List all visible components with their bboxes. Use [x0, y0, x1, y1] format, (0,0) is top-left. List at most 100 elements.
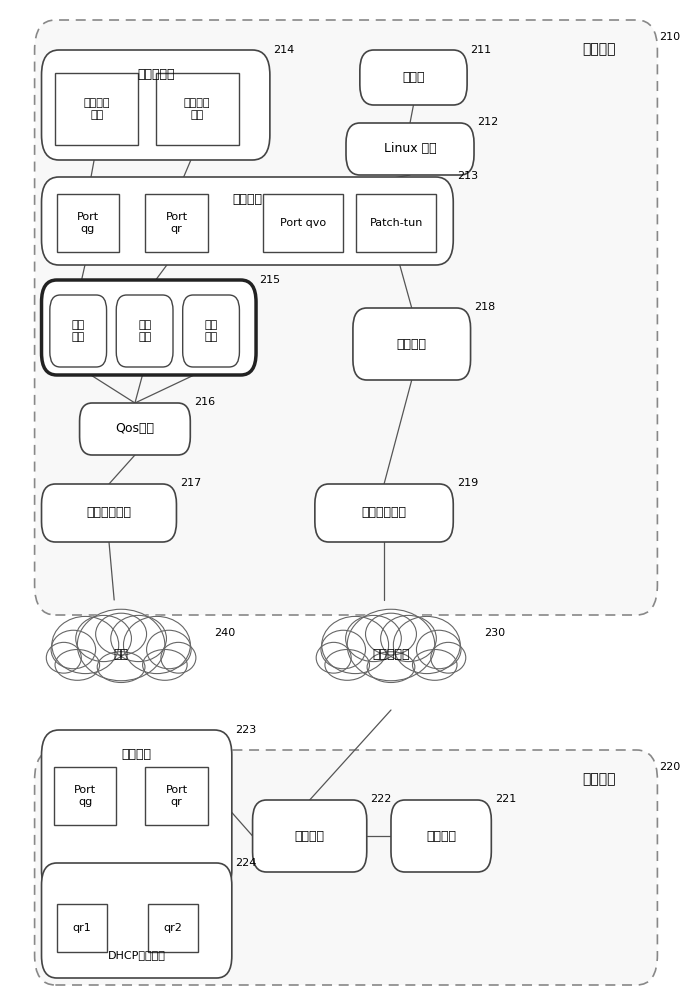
- Text: 210: 210: [659, 32, 680, 42]
- Text: 外网
网桥: 外网 网桥: [204, 320, 218, 342]
- Ellipse shape: [46, 642, 81, 673]
- FancyBboxPatch shape: [315, 484, 453, 542]
- Ellipse shape: [367, 652, 415, 682]
- Ellipse shape: [321, 630, 365, 669]
- Text: 隧道网桥: 隧道网桥: [295, 830, 325, 842]
- Ellipse shape: [55, 650, 100, 680]
- Ellipse shape: [97, 652, 145, 682]
- Text: DHCP命名空间: DHCP命名空间: [108, 950, 165, 960]
- FancyBboxPatch shape: [42, 177, 453, 265]
- Bar: [356, 194, 436, 252]
- FancyBboxPatch shape: [183, 295, 239, 367]
- Text: 物理交换机: 物理交换机: [372, 648, 410, 662]
- Text: 公网命名
空间: 公网命名 空间: [84, 98, 110, 120]
- FancyBboxPatch shape: [42, 280, 256, 375]
- Ellipse shape: [430, 642, 466, 673]
- FancyBboxPatch shape: [360, 50, 467, 105]
- Ellipse shape: [365, 613, 417, 655]
- FancyBboxPatch shape: [42, 50, 270, 160]
- Text: Port
qg: Port qg: [77, 212, 99, 234]
- Text: 第二物理网卡: 第二物理网卡: [361, 506, 407, 519]
- Text: 外网: 外网: [113, 648, 129, 662]
- Text: 第一物理网卡: 第一物理网卡: [86, 506, 131, 519]
- Text: 223: 223: [235, 725, 257, 735]
- Text: 215: 215: [260, 275, 281, 285]
- Bar: [57, 904, 107, 952]
- Text: 219: 219: [457, 478, 478, 488]
- Text: 211: 211: [471, 45, 492, 55]
- Text: qr2: qr2: [163, 923, 183, 933]
- Ellipse shape: [393, 616, 460, 674]
- Text: 222: 222: [370, 794, 392, 804]
- Ellipse shape: [95, 613, 147, 655]
- Text: 213: 213: [457, 171, 478, 181]
- Text: Patch-tun: Patch-tun: [370, 218, 423, 228]
- Ellipse shape: [147, 630, 191, 669]
- Text: 214: 214: [273, 45, 295, 55]
- Text: 221: 221: [495, 794, 516, 804]
- Ellipse shape: [325, 650, 370, 680]
- Text: 220: 220: [659, 762, 680, 772]
- Text: Port
qr: Port qr: [165, 785, 188, 807]
- Ellipse shape: [51, 630, 95, 669]
- Bar: [54, 767, 116, 825]
- Text: Port
qr: Port qr: [165, 212, 188, 234]
- Bar: [156, 73, 239, 145]
- FancyBboxPatch shape: [346, 123, 474, 175]
- FancyBboxPatch shape: [116, 295, 173, 367]
- FancyBboxPatch shape: [42, 863, 232, 978]
- Text: 虚拟接口: 虚拟接口: [426, 830, 456, 842]
- FancyBboxPatch shape: [253, 800, 367, 872]
- Text: Linux 网桥: Linux 网桥: [383, 142, 437, 155]
- FancyBboxPatch shape: [353, 308, 471, 380]
- FancyBboxPatch shape: [42, 484, 176, 542]
- Text: 分布式路由: 分布式路由: [137, 68, 174, 81]
- Ellipse shape: [143, 650, 187, 680]
- Text: Qos模块: Qos模块: [116, 422, 154, 435]
- Ellipse shape: [322, 616, 389, 674]
- Text: 隧道网桥: 隧道网桥: [397, 338, 427, 351]
- Text: 集成网桥: 集成网桥: [122, 748, 152, 761]
- Ellipse shape: [78, 609, 165, 681]
- Text: 外网
网桥: 外网 网桥: [71, 320, 85, 342]
- Ellipse shape: [316, 642, 351, 673]
- Ellipse shape: [161, 642, 196, 673]
- Text: 224: 224: [235, 858, 257, 868]
- FancyBboxPatch shape: [80, 403, 190, 455]
- Bar: [57, 194, 119, 252]
- FancyBboxPatch shape: [50, 295, 107, 367]
- Text: Port qvo: Port qvo: [280, 218, 326, 228]
- Ellipse shape: [412, 650, 457, 680]
- Ellipse shape: [417, 630, 461, 669]
- Text: 集成网桥: 集成网桥: [233, 193, 262, 206]
- Text: 216: 216: [194, 397, 215, 407]
- Text: Port
qg: Port qg: [74, 785, 96, 807]
- Bar: [145, 194, 208, 252]
- Ellipse shape: [111, 615, 167, 662]
- Text: 路由命名
空间: 路由命名 空间: [184, 98, 210, 120]
- Text: qr1: qr1: [72, 923, 91, 933]
- Bar: [55, 73, 138, 145]
- Bar: [263, 194, 343, 252]
- Text: 217: 217: [180, 478, 201, 488]
- Text: 计算节点: 计算节点: [582, 42, 615, 56]
- Text: 240: 240: [215, 629, 236, 639]
- Ellipse shape: [123, 616, 190, 674]
- FancyBboxPatch shape: [35, 20, 657, 615]
- Text: 230: 230: [484, 629, 506, 639]
- Text: 网络节点: 网络节点: [582, 772, 615, 786]
- Ellipse shape: [345, 615, 401, 662]
- Text: 212: 212: [477, 117, 499, 127]
- Bar: [148, 904, 198, 952]
- Text: 218: 218: [474, 302, 495, 312]
- Ellipse shape: [52, 616, 119, 674]
- FancyBboxPatch shape: [42, 730, 232, 895]
- FancyBboxPatch shape: [391, 800, 491, 872]
- Ellipse shape: [347, 609, 435, 681]
- Text: 外网
网桥: 外网 网桥: [138, 320, 152, 342]
- Bar: [145, 767, 208, 825]
- Ellipse shape: [75, 615, 131, 662]
- FancyBboxPatch shape: [35, 750, 657, 985]
- Ellipse shape: [381, 615, 437, 662]
- Text: 虚拟机: 虚拟机: [402, 71, 425, 84]
